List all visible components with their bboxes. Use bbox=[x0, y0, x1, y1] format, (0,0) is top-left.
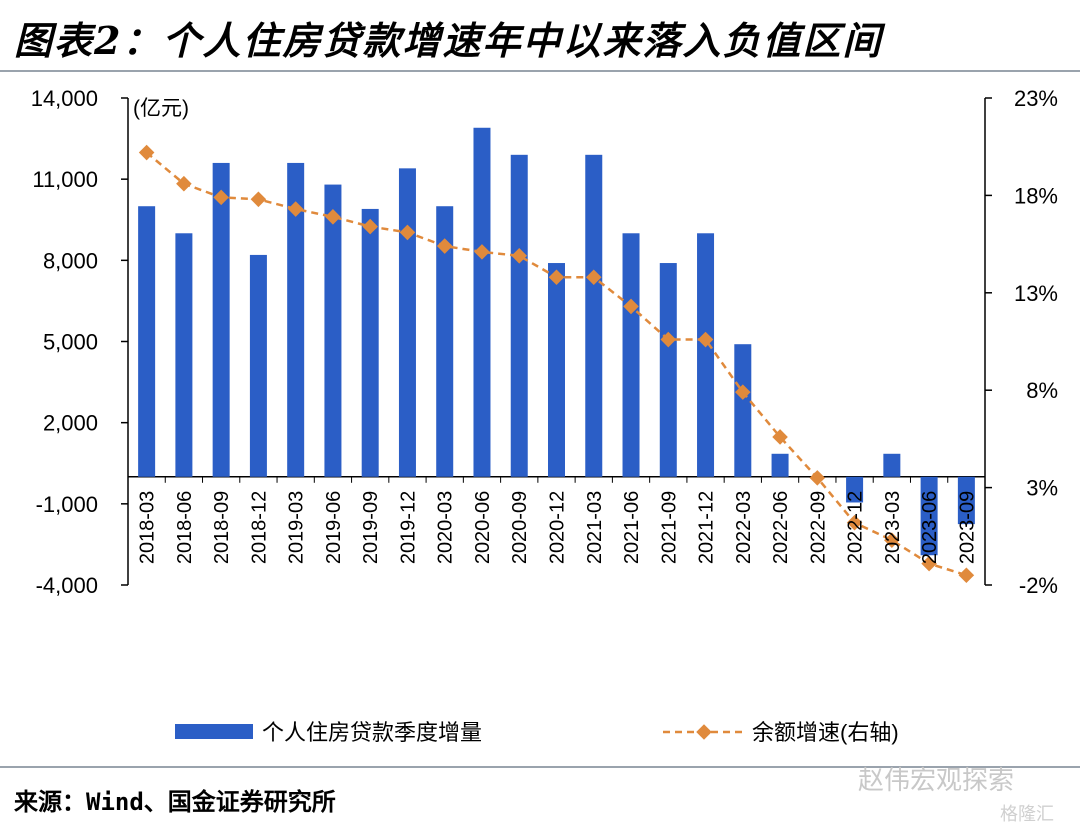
chart-axes bbox=[121, 97, 992, 586]
watermark-logo: 格隆汇 bbox=[1000, 804, 1054, 825]
legend-swatch-bar bbox=[175, 724, 253, 739]
x-tick-label: 2018-03 bbox=[137, 491, 159, 564]
left-tick-label: 2,000 bbox=[43, 411, 98, 436]
x-tick-label: 2020-09 bbox=[509, 491, 531, 564]
bar bbox=[510, 154, 528, 477]
left-tick-label: 14,000 bbox=[31, 86, 98, 111]
growth-point bbox=[436, 238, 453, 254]
left-tick-label: -1,000 bbox=[36, 492, 98, 517]
growth-point bbox=[958, 567, 975, 584]
x-tick-label: 2020-06 bbox=[472, 491, 494, 564]
chart-title: 图表2：个人住房贷款增速年中以来落入负值区间 bbox=[14, 18, 883, 63]
x-tick-label: 2022-09 bbox=[807, 491, 829, 564]
bar bbox=[138, 206, 156, 477]
bar bbox=[436, 206, 454, 477]
y-left-unit-label: (亿元) bbox=[133, 97, 189, 120]
x-tick-label: 2023-03 bbox=[882, 491, 904, 564]
growth-point bbox=[399, 224, 416, 241]
x-tick-label: 2021-09 bbox=[658, 491, 680, 564]
bar bbox=[361, 208, 379, 477]
x-tick-label: 2020-03 bbox=[435, 491, 457, 564]
growth-point bbox=[250, 191, 267, 208]
x-tick-label: 2018-06 bbox=[174, 491, 196, 564]
x-tick-label: 2021-12 bbox=[696, 491, 718, 564]
growth-point bbox=[176, 175, 192, 192]
left-tick-label: 8,000 bbox=[43, 248, 98, 273]
bar bbox=[697, 233, 715, 477]
x-tick-label: 2018-09 bbox=[211, 491, 233, 564]
growth-point bbox=[474, 244, 490, 260]
axis-labels: 14,000 11,000 8,000 5,000 2,000 -1,000 -4,000 2… bbox=[31, 86, 1058, 598]
x-tick-label: 2019-09 bbox=[360, 491, 382, 564]
right-tick-label: 8% bbox=[1026, 378, 1058, 403]
x-tick-label: 2019-12 bbox=[397, 491, 419, 564]
bar-series bbox=[138, 127, 975, 556]
bar bbox=[175, 233, 193, 477]
right-tick-label: 3% bbox=[1026, 476, 1058, 501]
right-tick-label: 13% bbox=[1014, 281, 1058, 306]
legend-label-bar: 个人住房贷款季度增量 bbox=[262, 720, 482, 745]
watermark: 赵伟宏观探索 bbox=[858, 766, 1015, 796]
growth-point bbox=[325, 209, 341, 225]
x-tick-label: 2022-12 bbox=[845, 491, 867, 564]
x-tick-label: 2022-06 bbox=[770, 491, 792, 564]
right-tick-label: -2% bbox=[1019, 573, 1058, 598]
top-rule bbox=[0, 70, 1080, 72]
bar bbox=[920, 476, 938, 556]
bottom-rule bbox=[0, 766, 1080, 768]
left-tick-label: -4,000 bbox=[36, 573, 98, 598]
bar bbox=[846, 476, 864, 503]
x-tick-label: 2021-03 bbox=[584, 491, 606, 564]
bar bbox=[212, 162, 230, 477]
source-note: 来源：Wind、国金证券研究所 bbox=[14, 788, 336, 816]
chart: 14,000 11,000 8,000 5,000 2,000 -1,000 -4,000 2… bbox=[31, 86, 1058, 745]
x-tick-label: 2023-06 bbox=[919, 491, 941, 564]
x-tick-label: 2022-03 bbox=[733, 491, 755, 564]
bar bbox=[287, 162, 305, 477]
x-tick-label: 2019-03 bbox=[286, 491, 308, 564]
x-tick-label: 2019-06 bbox=[323, 491, 345, 564]
bar bbox=[324, 184, 342, 477]
bar bbox=[585, 154, 603, 477]
left-tick-label: 11,000 bbox=[32, 167, 98, 192]
growth-point bbox=[138, 144, 155, 161]
bar bbox=[883, 453, 901, 477]
growth-point bbox=[287, 201, 304, 217]
right-tick-label: 18% bbox=[1014, 183, 1058, 208]
bar bbox=[473, 127, 491, 477]
bar bbox=[622, 233, 640, 477]
bar bbox=[398, 168, 416, 477]
right-tick-label: 23% bbox=[1014, 86, 1058, 111]
left-tick-label: 5,000 bbox=[43, 330, 98, 355]
legend-label-line: 余额增速(右轴) bbox=[752, 720, 899, 745]
legend-marker bbox=[696, 724, 712, 740]
bar bbox=[957, 476, 975, 525]
growth-point bbox=[362, 218, 378, 235]
legend: 个人住房贷款季度增量 余额增速(右轴) bbox=[175, 720, 899, 745]
bar bbox=[659, 263, 677, 477]
bar bbox=[548, 263, 565, 477]
x-tick-label: 2020-12 bbox=[547, 491, 569, 564]
growth-point bbox=[921, 555, 937, 572]
bar bbox=[771, 453, 789, 477]
x-tick-label: 2018-12 bbox=[248, 491, 270, 564]
growth-point bbox=[884, 532, 900, 548]
bar bbox=[249, 254, 267, 477]
bar bbox=[734, 344, 752, 477]
x-tick-label: 2023-09 bbox=[956, 491, 978, 564]
x-tick-label: 2021-06 bbox=[621, 491, 643, 564]
